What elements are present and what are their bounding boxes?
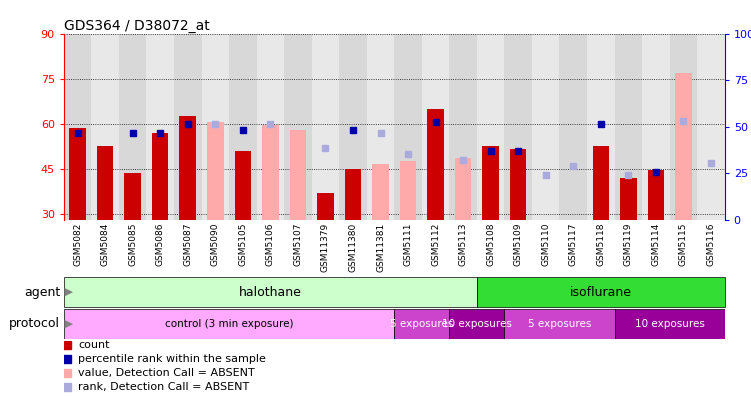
- Bar: [449, 309, 505, 339]
- Text: rank, Detection Call = ABSENT: rank, Detection Call = ABSENT: [78, 381, 249, 392]
- Bar: [257, 34, 284, 220]
- Bar: [146, 34, 174, 220]
- Bar: [477, 277, 725, 307]
- Bar: [642, 34, 670, 220]
- Bar: [587, 34, 614, 220]
- Bar: [234, 151, 251, 220]
- Bar: [614, 34, 642, 220]
- Text: ▶: ▶: [61, 319, 73, 329]
- Bar: [69, 128, 86, 220]
- Bar: [538, 220, 554, 221]
- Bar: [565, 220, 581, 221]
- Bar: [675, 73, 692, 220]
- Bar: [675, 169, 692, 220]
- Bar: [317, 193, 333, 220]
- Bar: [119, 34, 146, 220]
- Bar: [64, 34, 92, 220]
- Bar: [593, 146, 609, 220]
- Bar: [614, 309, 725, 339]
- Bar: [505, 309, 614, 339]
- Bar: [174, 34, 201, 220]
- Bar: [312, 34, 339, 220]
- Bar: [92, 34, 119, 220]
- Bar: [229, 34, 257, 220]
- Bar: [510, 149, 526, 220]
- Bar: [125, 173, 141, 220]
- Bar: [207, 122, 224, 220]
- Text: protocol: protocol: [9, 317, 60, 330]
- Bar: [703, 220, 719, 244]
- Text: 5 exposures: 5 exposures: [390, 319, 454, 329]
- Bar: [64, 277, 477, 307]
- Bar: [670, 34, 697, 220]
- Text: percentile rank within the sample: percentile rank within the sample: [78, 354, 267, 364]
- Bar: [152, 133, 168, 220]
- Bar: [427, 109, 444, 220]
- Bar: [400, 161, 416, 220]
- Bar: [422, 34, 449, 220]
- Bar: [647, 170, 664, 220]
- Bar: [697, 34, 725, 220]
- Bar: [284, 34, 312, 220]
- Text: 5 exposures: 5 exposures: [528, 319, 591, 329]
- Bar: [394, 309, 449, 339]
- Bar: [97, 146, 113, 220]
- Text: ▶: ▶: [61, 287, 73, 297]
- Bar: [290, 130, 306, 220]
- Bar: [179, 116, 196, 220]
- Bar: [455, 158, 472, 220]
- Text: value, Detection Call = ABSENT: value, Detection Call = ABSENT: [78, 367, 255, 378]
- Text: control (3 min exposure): control (3 min exposure): [164, 319, 294, 329]
- Bar: [372, 164, 389, 220]
- Bar: [339, 34, 366, 220]
- Text: 10 exposures: 10 exposures: [635, 319, 704, 329]
- Bar: [64, 309, 394, 339]
- Bar: [532, 34, 559, 220]
- Bar: [477, 34, 505, 220]
- Text: agent: agent: [24, 286, 60, 299]
- Text: halothane: halothane: [239, 286, 302, 299]
- Bar: [394, 34, 422, 220]
- Bar: [345, 169, 361, 220]
- Bar: [262, 125, 279, 220]
- Bar: [201, 34, 229, 220]
- Bar: [366, 34, 394, 220]
- Bar: [505, 34, 532, 220]
- Bar: [482, 146, 499, 220]
- Bar: [559, 34, 587, 220]
- Text: isoflurane: isoflurane: [570, 286, 632, 299]
- Text: 10 exposures: 10 exposures: [442, 319, 512, 329]
- Bar: [620, 178, 637, 220]
- Bar: [449, 34, 477, 220]
- Text: GDS364 / D38072_at: GDS364 / D38072_at: [64, 19, 210, 32]
- Text: count: count: [78, 340, 110, 350]
